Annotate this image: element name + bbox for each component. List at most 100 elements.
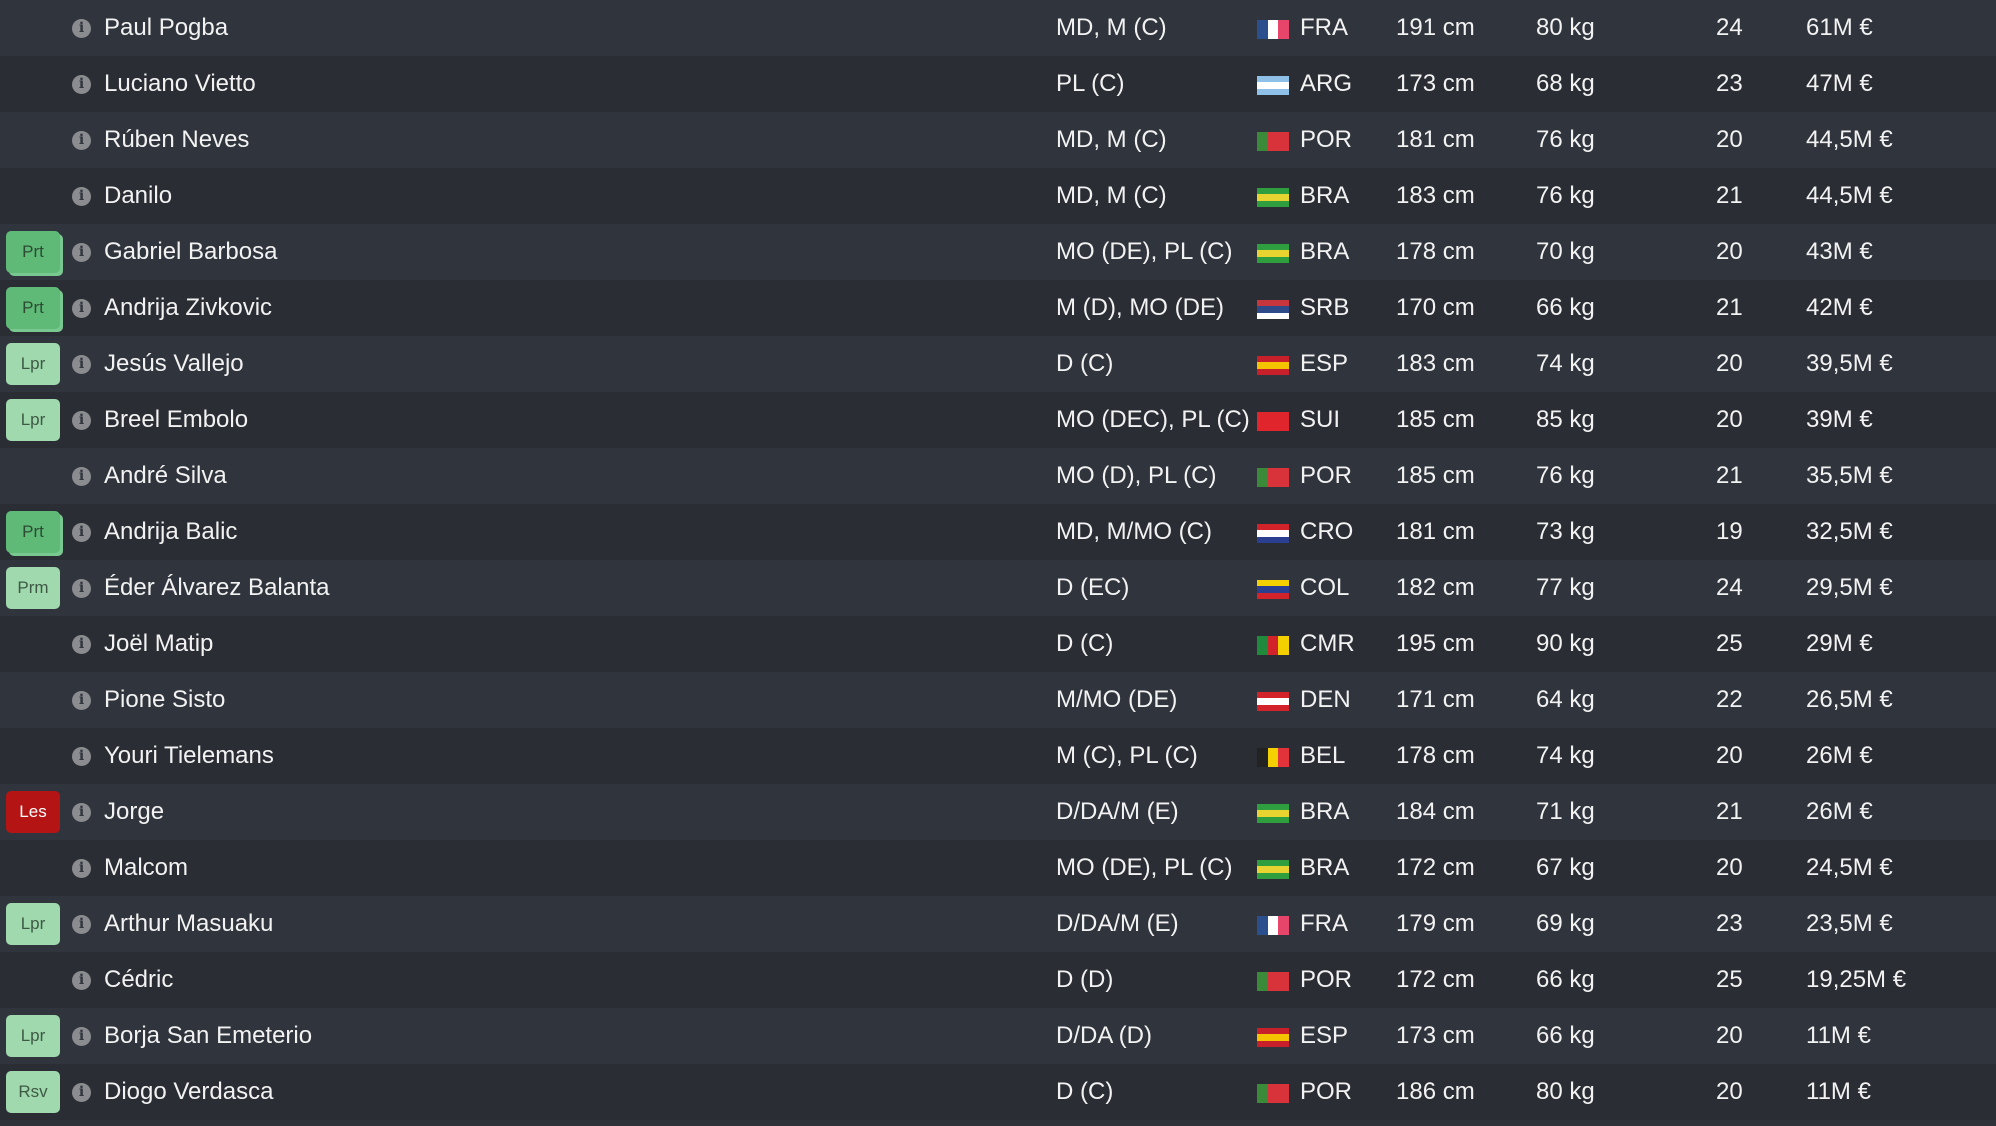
player-nation: POR (1300, 966, 1353, 993)
player-name[interactable]: Paul Pogba (104, 14, 229, 41)
player-name[interactable]: Arthur Masuaku (104, 910, 274, 937)
player-name[interactable]: Malcom (104, 854, 189, 881)
flag-icon (1257, 132, 1289, 151)
player-name[interactable]: Pione Sisto (104, 686, 226, 713)
info-icon[interactable]: i (72, 299, 91, 318)
flag-icon (1257, 468, 1289, 487)
info-icon[interactable]: i (72, 1083, 91, 1102)
info-icon[interactable]: i (72, 803, 91, 822)
player-name[interactable]: Danilo (104, 182, 173, 209)
table-row[interactable]: i Paul Pogba MD, M (C) FRA 191 cm 80 kg 24 61M … (0, 0, 1996, 56)
player-age: 20 (1716, 1078, 1743, 1105)
table-row[interactable]: Prt i Andrija Zivkovic M (D), MO (DE) SRB 170… (0, 280, 1996, 336)
status-badge[interactable]: Rsv (6, 1071, 60, 1113)
table-row[interactable]: Prm i Éder Álvarez Balanta D (EC) COL 182 cm 7… (0, 560, 1996, 616)
player-value: 44,5M € (1806, 182, 1893, 209)
table-row[interactable]: Prt i Gabriel Barbosa MO (DE), PL (C) BRA 178… (0, 224, 1996, 280)
player-weight: 71 kg (1536, 798, 1595, 825)
info-icon[interactable]: i (72, 243, 91, 262)
player-name[interactable]: Breel Embolo (104, 406, 249, 433)
player-name[interactable]: Joël Matip (104, 630, 214, 657)
table-row[interactable]: i Youri Tielemans M (C), PL (C) BEL 178 cm 74… (0, 728, 1996, 784)
player-name[interactable]: Jesús Vallejo (104, 350, 244, 377)
player-position: D (C) (1056, 350, 1114, 377)
info-icon[interactable]: i (72, 19, 91, 38)
player-position: M (D), MO (DE) (1056, 294, 1224, 321)
table-row[interactable]: Prt i Andrija Balic MD, M/MO (C) CRO 181 cm 73… (0, 504, 1996, 560)
status-badge[interactable]: Lpr (6, 343, 60, 385)
info-icon[interactable]: i (72, 747, 91, 766)
player-age: 21 (1716, 798, 1743, 825)
player-age: 19 (1716, 518, 1743, 545)
table-row[interactable]: i Luciano Vietto PL (C) ARG 173 cm 68 kg 23 47M… (0, 56, 1996, 112)
player-age: 20 (1716, 350, 1743, 377)
info-icon[interactable]: i (72, 187, 91, 206)
player-nation: BRA (1300, 854, 1350, 881)
flag-icon (1257, 860, 1289, 879)
player-position: D (EC) (1056, 574, 1130, 601)
flag-icon (1257, 748, 1289, 767)
info-icon[interactable]: i (72, 131, 91, 150)
player-name[interactable]: Gabriel Barbosa (104, 238, 278, 265)
info-icon[interactable]: i (72, 579, 91, 598)
player-value: 35,5M € (1806, 462, 1893, 489)
status-badge[interactable]: Prt (6, 511, 60, 553)
info-icon[interactable]: i (72, 915, 91, 934)
table-row[interactable]: Lpr i Breel Embolo MO (DEC), PL (C) SUI 185 c… (0, 392, 1996, 448)
table-row[interactable]: Rsv i Diogo Verdasca D (C) POR 186 cm 80 kg 20 1… (0, 1064, 1996, 1120)
flag-icon (1257, 1084, 1289, 1103)
player-name[interactable]: Luciano Vietto (104, 70, 256, 97)
player-nation: BRA (1300, 798, 1350, 825)
player-weight: 70 kg (1536, 238, 1595, 265)
player-height: 173 cm (1396, 70, 1475, 97)
player-name[interactable]: André Silva (104, 462, 227, 489)
player-name[interactable]: Borja San Emeterio (104, 1022, 313, 1049)
player-weight: 85 kg (1536, 406, 1595, 433)
table-row[interactable]: i Cédric D (D) POR 172 cm 66 kg 25 19,25M € (0, 952, 1996, 1008)
info-icon[interactable]: i (72, 971, 91, 990)
status-badge[interactable]: Prt (6, 231, 60, 273)
player-name[interactable]: Diogo Verdasca (104, 1078, 274, 1105)
status-badge[interactable]: Lpr (6, 903, 60, 945)
table-row[interactable]: Les i Jorge D/DA/M (E) BRA 184 cm 71 kg 21 26M € (0, 784, 1996, 840)
player-name[interactable]: Cédric (104, 966, 174, 993)
player-height: 178 cm (1396, 238, 1475, 265)
info-icon[interactable]: i (72, 1027, 91, 1046)
player-name[interactable]: Jorge (104, 798, 165, 825)
flag-icon (1257, 580, 1289, 599)
player-name[interactable]: Éder Álvarez Balanta (104, 574, 330, 601)
player-weight: 74 kg (1536, 742, 1595, 769)
info-icon[interactable]: i (72, 355, 91, 374)
status-badge[interactable]: Prt (6, 287, 60, 329)
info-icon[interactable]: i (72, 635, 91, 654)
status-badge[interactable]: Prm (6, 567, 60, 609)
status-badge[interactable]: Lpr (6, 1015, 60, 1057)
table-row[interactable]: i Rúben Neves MD, M (C) POR 181 cm 76 kg 20 44,… (0, 112, 1996, 168)
table-row[interactable]: i André Silva MO (D), PL (C) POR 185 cm 76 kg… (0, 448, 1996, 504)
info-icon[interactable]: i (72, 467, 91, 486)
info-icon[interactable]: i (72, 691, 91, 710)
player-value: 29,5M € (1806, 574, 1893, 601)
table-row[interactable]: i Danilo MD, M (C) BRA 183 cm 76 kg 21 44,5M € (0, 168, 1996, 224)
player-name[interactable]: Youri Tielemans (104, 742, 274, 769)
player-weight: 76 kg (1536, 182, 1595, 209)
table-row[interactable]: Lpr i Borja San Emeterio D/DA (D) ESP 173 cm 6… (0, 1008, 1996, 1064)
info-icon[interactable]: i (72, 523, 91, 542)
player-value: 19,25M € (1806, 966, 1907, 993)
table-row[interactable]: Lpr i Arthur Masuaku D/DA/M (E) FRA 179 cm 69 … (0, 896, 1996, 952)
player-name[interactable]: Andrija Balic (104, 518, 238, 545)
info-icon[interactable]: i (72, 411, 91, 430)
player-name[interactable]: Andrija Zivkovic (104, 294, 273, 321)
table-row[interactable]: i Pione Sisto M/MO (DE) DEN 171 cm 64 kg 22 26,… (0, 672, 1996, 728)
info-icon[interactable]: i (72, 859, 91, 878)
table-row[interactable]: i Joël Matip D (C) CMR 195 cm 90 kg 25 29M € (0, 616, 1996, 672)
player-height: 170 cm (1396, 294, 1475, 321)
table-row[interactable]: Lpr i Jesús Vallejo D (C) ESP 183 cm 74 kg 20 39… (0, 336, 1996, 392)
table-row[interactable]: i Malcom MO (DE), PL (C) BRA 172 cm 67 kg 20 24… (0, 840, 1996, 896)
player-nation: ESP (1300, 1022, 1349, 1049)
info-icon[interactable]: i (72, 75, 91, 94)
player-name[interactable]: Rúben Neves (104, 126, 250, 153)
status-badge[interactable]: Lpr (6, 399, 60, 441)
table-footer (0, 1120, 1996, 1126)
status-badge[interactable]: Les (6, 791, 60, 833)
